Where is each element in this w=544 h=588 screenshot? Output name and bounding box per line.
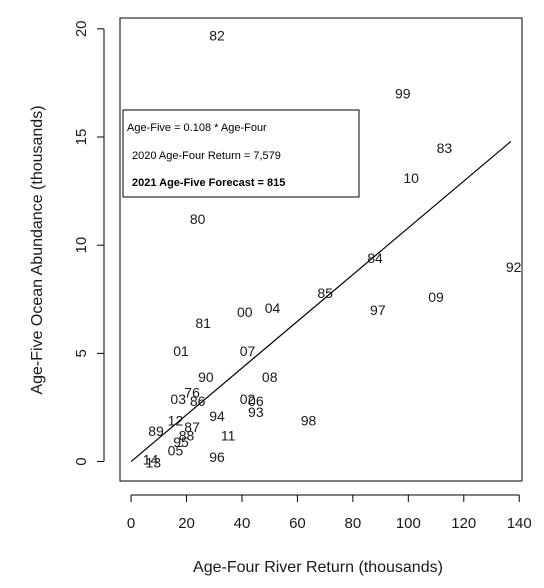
data-point: 12 (168, 412, 184, 428)
y-tick-label: 5 (73, 349, 90, 357)
y-tick-label: 0 (73, 457, 90, 465)
x-tick-label: 40 (234, 515, 251, 532)
y-tick-label: 20 (73, 20, 90, 37)
x-axis-label: Age-Four River Return (thousands) (193, 559, 443, 576)
data-point: 81 (195, 315, 211, 331)
data-point: 86 (190, 393, 206, 409)
legend-line-return: 2020 Age-Four Return = 7,579 (132, 150, 281, 162)
data-point: 98 (301, 412, 317, 428)
data-point: 84 (367, 250, 383, 266)
data-point: 09 (428, 289, 444, 305)
data-point: 11 (221, 428, 236, 444)
x-tick-label: 80 (345, 515, 362, 532)
legend-line-forecast: 2021 Age-Five Forecast = 815 (132, 177, 285, 189)
data-point: 99 (395, 86, 411, 102)
data-point: 76 (184, 384, 200, 400)
data-point: 85 (317, 285, 333, 301)
x-tick-label: 100 (396, 515, 421, 532)
data-point: 04 (265, 300, 281, 316)
y-axis-label: Age-Five Ocean Abundance (thousands) (29, 105, 46, 394)
data-point: 95 (173, 434, 189, 450)
y-axis: 0 5 10 15 20 (73, 20, 105, 466)
plot-frame (119, 17, 523, 482)
x-tick-label: 120 (451, 515, 476, 532)
data-point: 88 (179, 428, 195, 444)
data-point: 80 (190, 211, 206, 227)
regression-line (130, 140, 512, 462)
data-point: 96 (209, 449, 225, 465)
legend-box (122, 109, 360, 198)
data-point: 03 (170, 391, 186, 407)
data-point: 01 (173, 343, 189, 359)
data-point: 87 (184, 419, 200, 435)
legend-line-equation: Age-Five = 0.108 * Age-Four (127, 122, 267, 134)
data-point: 93 (248, 404, 264, 420)
legend: Age-Five = 0.108 * Age-Four 2020 Age-Fou… (122, 109, 360, 198)
data-point: 90 (198, 369, 214, 385)
data-point: 00 (237, 304, 253, 320)
data-point: 14 (143, 451, 159, 467)
x-tick-label: 140 (507, 515, 532, 532)
data-point: 02 (240, 391, 256, 407)
x-axis: 0 20 40 60 80 100 120 140 (127, 494, 532, 532)
y-tick-label: 15 (73, 129, 90, 146)
data-point: 94 (209, 408, 225, 424)
x-tick-label: 20 (178, 515, 195, 532)
x-tick-label: 0 (127, 515, 135, 532)
data-point: 10 (403, 170, 419, 186)
x-tick-label: 60 (289, 515, 306, 532)
data-point: 89 (148, 423, 164, 439)
data-point: 82 (209, 27, 225, 43)
y-tick-label: 10 (73, 237, 90, 254)
data-point: 83 (437, 140, 453, 156)
data-point: 05 (168, 443, 184, 459)
data-point: 92 (506, 259, 522, 275)
data-point: 97 (370, 302, 386, 318)
data-point: 07 (240, 343, 256, 359)
data-point: 08 (262, 369, 278, 385)
data-point: 06 (248, 393, 264, 409)
fit-line-layer (130, 140, 512, 462)
data-point: 13 (145, 455, 161, 471)
